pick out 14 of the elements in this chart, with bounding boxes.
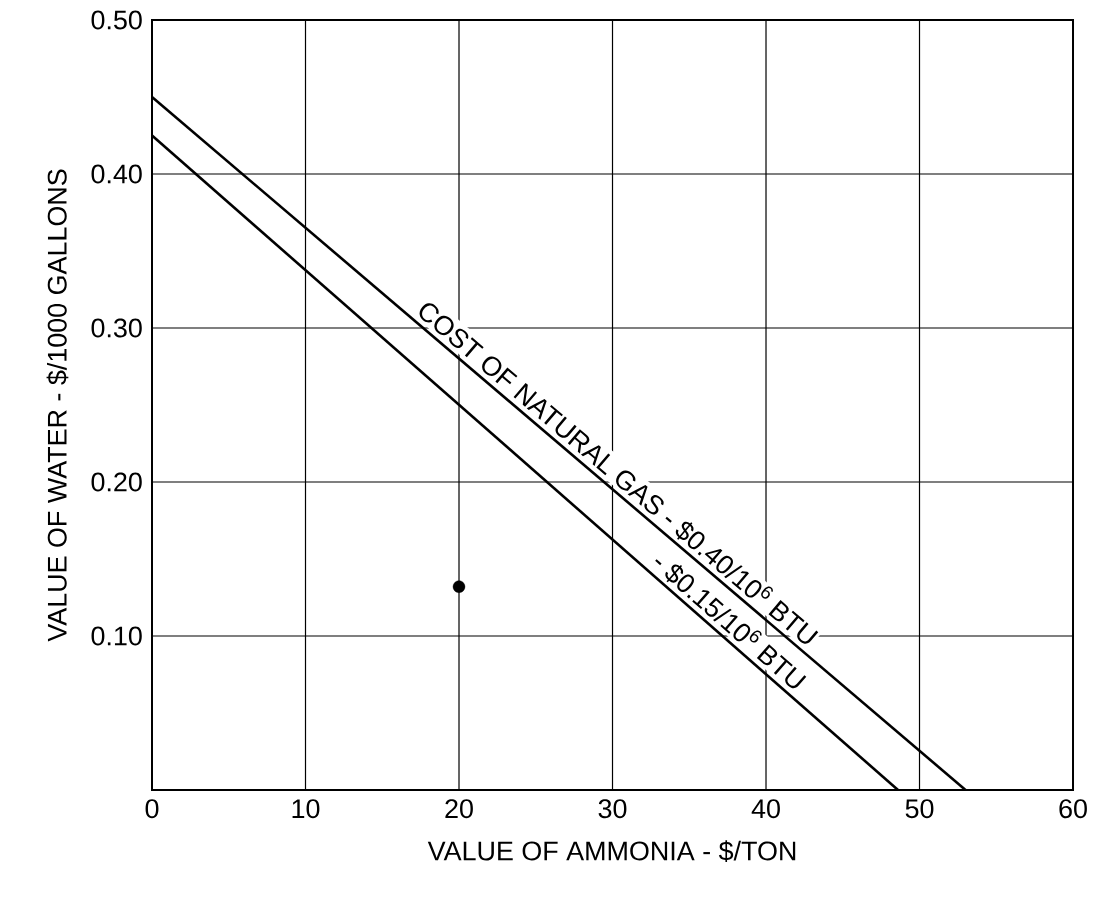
x-tick-label: 20 <box>445 799 473 819</box>
x-tick-label: 30 <box>598 799 627 819</box>
y-tick-label: 0.20 <box>91 472 142 492</box>
y-tick-label: 0.30 <box>91 318 142 338</box>
x-tick-label: 50 <box>905 799 934 819</box>
y-axis-title: VALUE OF WATER - $/1000 GALLONS <box>46 169 69 642</box>
x-tick-label: 0 <box>145 799 159 819</box>
x-tick-label: 40 <box>751 799 780 819</box>
y-tick-label: 0.10 <box>91 626 142 646</box>
y-tick-label: 0.50 <box>91 10 142 30</box>
x-tick-label: 10 <box>292 799 320 819</box>
y-tick-label: 0.40 <box>91 164 142 184</box>
x-axis-title: VALUE OF AMMONIA - $/TON <box>427 840 796 863</box>
x-tick-label: 60 <box>1059 799 1087 819</box>
